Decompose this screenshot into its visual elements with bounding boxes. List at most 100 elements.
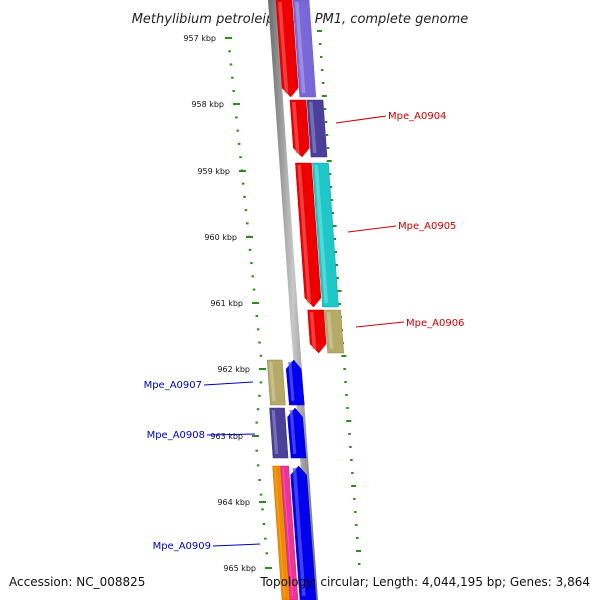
- leader-line: [335, 115, 387, 124]
- tick-label: 958 kbp: [191, 100, 224, 109]
- ruler-dot: [244, 209, 248, 212]
- ruler-dot: [323, 108, 327, 110]
- tick-label: 965 kbp: [223, 564, 256, 573]
- ruler-dot: [336, 277, 340, 279]
- gene-arrow: [290, 465, 317, 600]
- ruler-dot: [343, 368, 346, 370]
- ruler-dot: [335, 264, 339, 266]
- ruler-dot: [346, 407, 349, 409]
- ruler-dot: [326, 147, 330, 149]
- gene-block: [272, 465, 291, 600]
- gene-block: [324, 309, 344, 354]
- ruler-dot: [256, 328, 260, 331]
- ruler-dot: [251, 275, 254, 278]
- gene-arrow: [295, 162, 322, 308]
- gene-label-mpe-a0907: Mpe_A0907: [144, 380, 254, 391]
- ruler-dot: [258, 394, 261, 397]
- ruler-dot: [264, 537, 267, 540]
- ruler-dot: [255, 315, 259, 318]
- ruler-dot: [231, 76, 234, 79]
- ruler-dot: [341, 355, 347, 357]
- ruler-dot: [357, 563, 361, 565]
- gene-label-text: Mpe_A0909: [153, 541, 211, 552]
- leader-line: [203, 381, 254, 386]
- ruler-dot: [255, 449, 258, 452]
- ruler-dot: [259, 354, 263, 357]
- ruler-dot: [235, 116, 238, 119]
- ruler-dot: [255, 421, 258, 424]
- ruler-dot: [326, 160, 332, 162]
- leader-line: [355, 321, 405, 328]
- ruler-dot: [241, 182, 245, 185]
- leader-line: [347, 225, 397, 233]
- ruler-dot: [243, 195, 246, 198]
- gene-label-text: Mpe_A0905: [398, 221, 456, 232]
- ruler-dot: [254, 301, 257, 304]
- ruler-dot: [328, 173, 332, 175]
- ruler-dot: [319, 56, 323, 58]
- ruler-dot: [256, 464, 260, 467]
- gene-arrow: [287, 407, 307, 459]
- gene-label-mpe-a0906: Mpe_A0906: [355, 318, 464, 329]
- gene-block: [266, 359, 286, 406]
- ruler-dot: [356, 537, 359, 539]
- ruler-dot: [258, 479, 261, 481]
- genome-summary-text: Topology: circular; Length: 4,044,195 bp…: [259, 575, 590, 589]
- gene-block: [269, 407, 289, 459]
- ruler-dot: [240, 169, 244, 172]
- ruler-dot: [265, 552, 269, 555]
- ruler-dot: [262, 523, 266, 525]
- ruler-dot: [333, 238, 337, 240]
- ruler-dot: [261, 508, 264, 511]
- gene-features: [266, 0, 344, 600]
- leader-line: [212, 543, 261, 547]
- ruler-dot: [356, 550, 361, 552]
- ruler-dot: [351, 472, 354, 474]
- ruler-dot: [232, 89, 235, 92]
- tick-label: 964 kbp: [217, 498, 250, 507]
- ruler-dot: [330, 199, 334, 201]
- ruler-dot: [229, 63, 233, 66]
- ruler-dot: [334, 251, 338, 253]
- ruler-dot: [236, 129, 240, 132]
- gene-label-text: Mpe_A0904: [388, 111, 446, 122]
- ruler-dot: [344, 381, 347, 383]
- ruler-dot: [233, 103, 237, 106]
- ruler-dot: [259, 493, 263, 496]
- tick-label: 963 kbp: [210, 432, 243, 441]
- ruler-dot: [320, 69, 324, 71]
- ruler-dot: [247, 235, 250, 238]
- ruler-dot: [239, 156, 242, 159]
- kbp-ruler: 957 kbp 958 kbp 959 kbp 960 kbp 961 kbp 962 k…: [183, 30, 361, 573]
- gene-label-mpe-a0908: Mpe_A0908: [147, 430, 256, 441]
- ruler-dot: [318, 43, 322, 45]
- ruler-dot: [237, 142, 241, 145]
- ruler-dot: [331, 225, 337, 227]
- ruler-dot: [228, 50, 231, 53]
- tick-label: 962 kbp: [217, 365, 250, 374]
- ruler-dot: [329, 186, 333, 188]
- ruler-dot: [338, 303, 341, 305]
- ruler-dot: [355, 524, 358, 526]
- ruler-dot: [252, 288, 256, 291]
- accession-text: Accession: NC_008825: [9, 575, 145, 589]
- ruler-dot: [250, 262, 253, 265]
- ruler-dot: [331, 212, 335, 214]
- ruler-dot: [321, 82, 325, 84]
- tick-label: 959 kbp: [197, 167, 230, 176]
- gene-label-text: Mpe_A0908: [147, 430, 205, 441]
- ruler-dot: [348, 433, 351, 435]
- ruler-dot: [248, 248, 252, 251]
- gene-block: [312, 162, 339, 308]
- ruler-dot: [345, 394, 348, 396]
- ruler-dot: [346, 420, 352, 422]
- ruler-dot: [259, 381, 263, 384]
- ruler-dot: [325, 134, 329, 136]
- ruler-dot: [321, 95, 327, 97]
- ruler-dot: [258, 341, 261, 344]
- gene-arrow: [307, 309, 327, 354]
- gene-label-text: Mpe_A0906: [406, 318, 464, 329]
- gene-block: [306, 99, 328, 158]
- ruler-dot: [317, 30, 322, 32]
